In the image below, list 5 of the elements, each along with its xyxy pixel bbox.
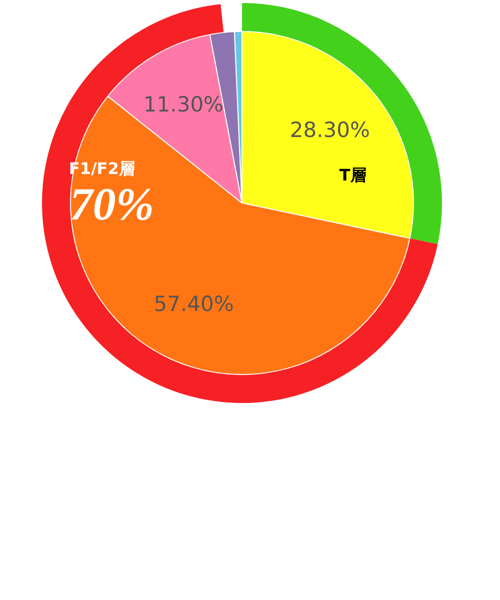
data-label: 70% <box>70 178 154 230</box>
slice-label: T層 <box>339 165 366 184</box>
data-label: 57.40% <box>154 292 234 316</box>
data-label: 28.30% <box>290 118 370 142</box>
data-label: 11.30% <box>143 92 224 117</box>
